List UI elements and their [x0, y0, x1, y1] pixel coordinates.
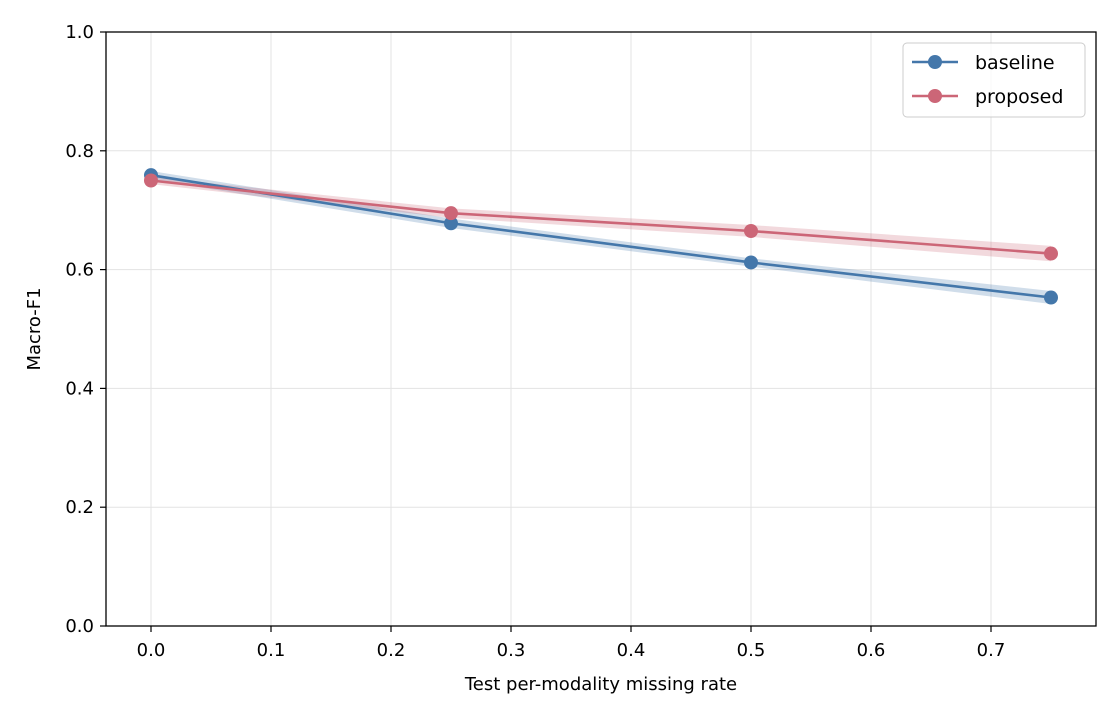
line-proposed	[150, 179, 1052, 255]
y-tick-label: 0.6	[65, 260, 94, 281]
grid	[106, 31, 1096, 627]
series-lines	[150, 173, 1052, 299]
confidence-bands	[151, 170, 1051, 305]
legend-label-baseline: baseline	[975, 52, 1055, 74]
point-proposed	[744, 223, 758, 238]
band-proposed	[151, 176, 1051, 262]
y-axis-label: Macro-F1	[24, 287, 45, 370]
y-tick-label: 0.4	[65, 378, 94, 399]
x-tick-label: 0.4	[617, 640, 646, 661]
x-tick-label: 0.7	[977, 640, 1006, 661]
plot-area-frame	[105, 31, 1097, 627]
x-axis-label: Test per-modality missing rate	[464, 674, 737, 695]
point-proposed	[144, 173, 158, 188]
point-proposed	[444, 206, 458, 221]
line-baseline	[150, 173, 1052, 299]
point-proposed	[1044, 246, 1058, 261]
legend-label-proposed: proposed	[975, 86, 1063, 108]
y-tick-label: 0.8	[65, 141, 94, 162]
point-baseline	[444, 216, 458, 231]
x-tick-label: 0.2	[377, 640, 406, 661]
y-tick-label: 0.2	[65, 497, 94, 518]
y-tick-label: 0.0	[65, 616, 94, 637]
x-tick-label: 0.1	[257, 640, 286, 661]
point-baseline	[1044, 290, 1058, 305]
legend: baseline proposed	[902, 42, 1086, 118]
axis-ticks: 0.0 0.1 0.2 0.3 0.4 0.5 0.6 0.7 0.0 0.2 0.4 0.6 0.8 1…	[65, 22, 1005, 661]
x-tick-label: 0.5	[737, 640, 766, 661]
x-tick-label: 0.6	[857, 640, 886, 661]
x-tick-label: 0.3	[497, 640, 526, 661]
point-baseline	[744, 255, 758, 270]
legend-marker-proposed	[928, 89, 942, 103]
y-tick-label: 1.0	[65, 22, 94, 43]
series-points	[144, 168, 1058, 305]
legend-marker-baseline	[928, 55, 942, 69]
x-tick-label: 0.0	[137, 640, 166, 661]
